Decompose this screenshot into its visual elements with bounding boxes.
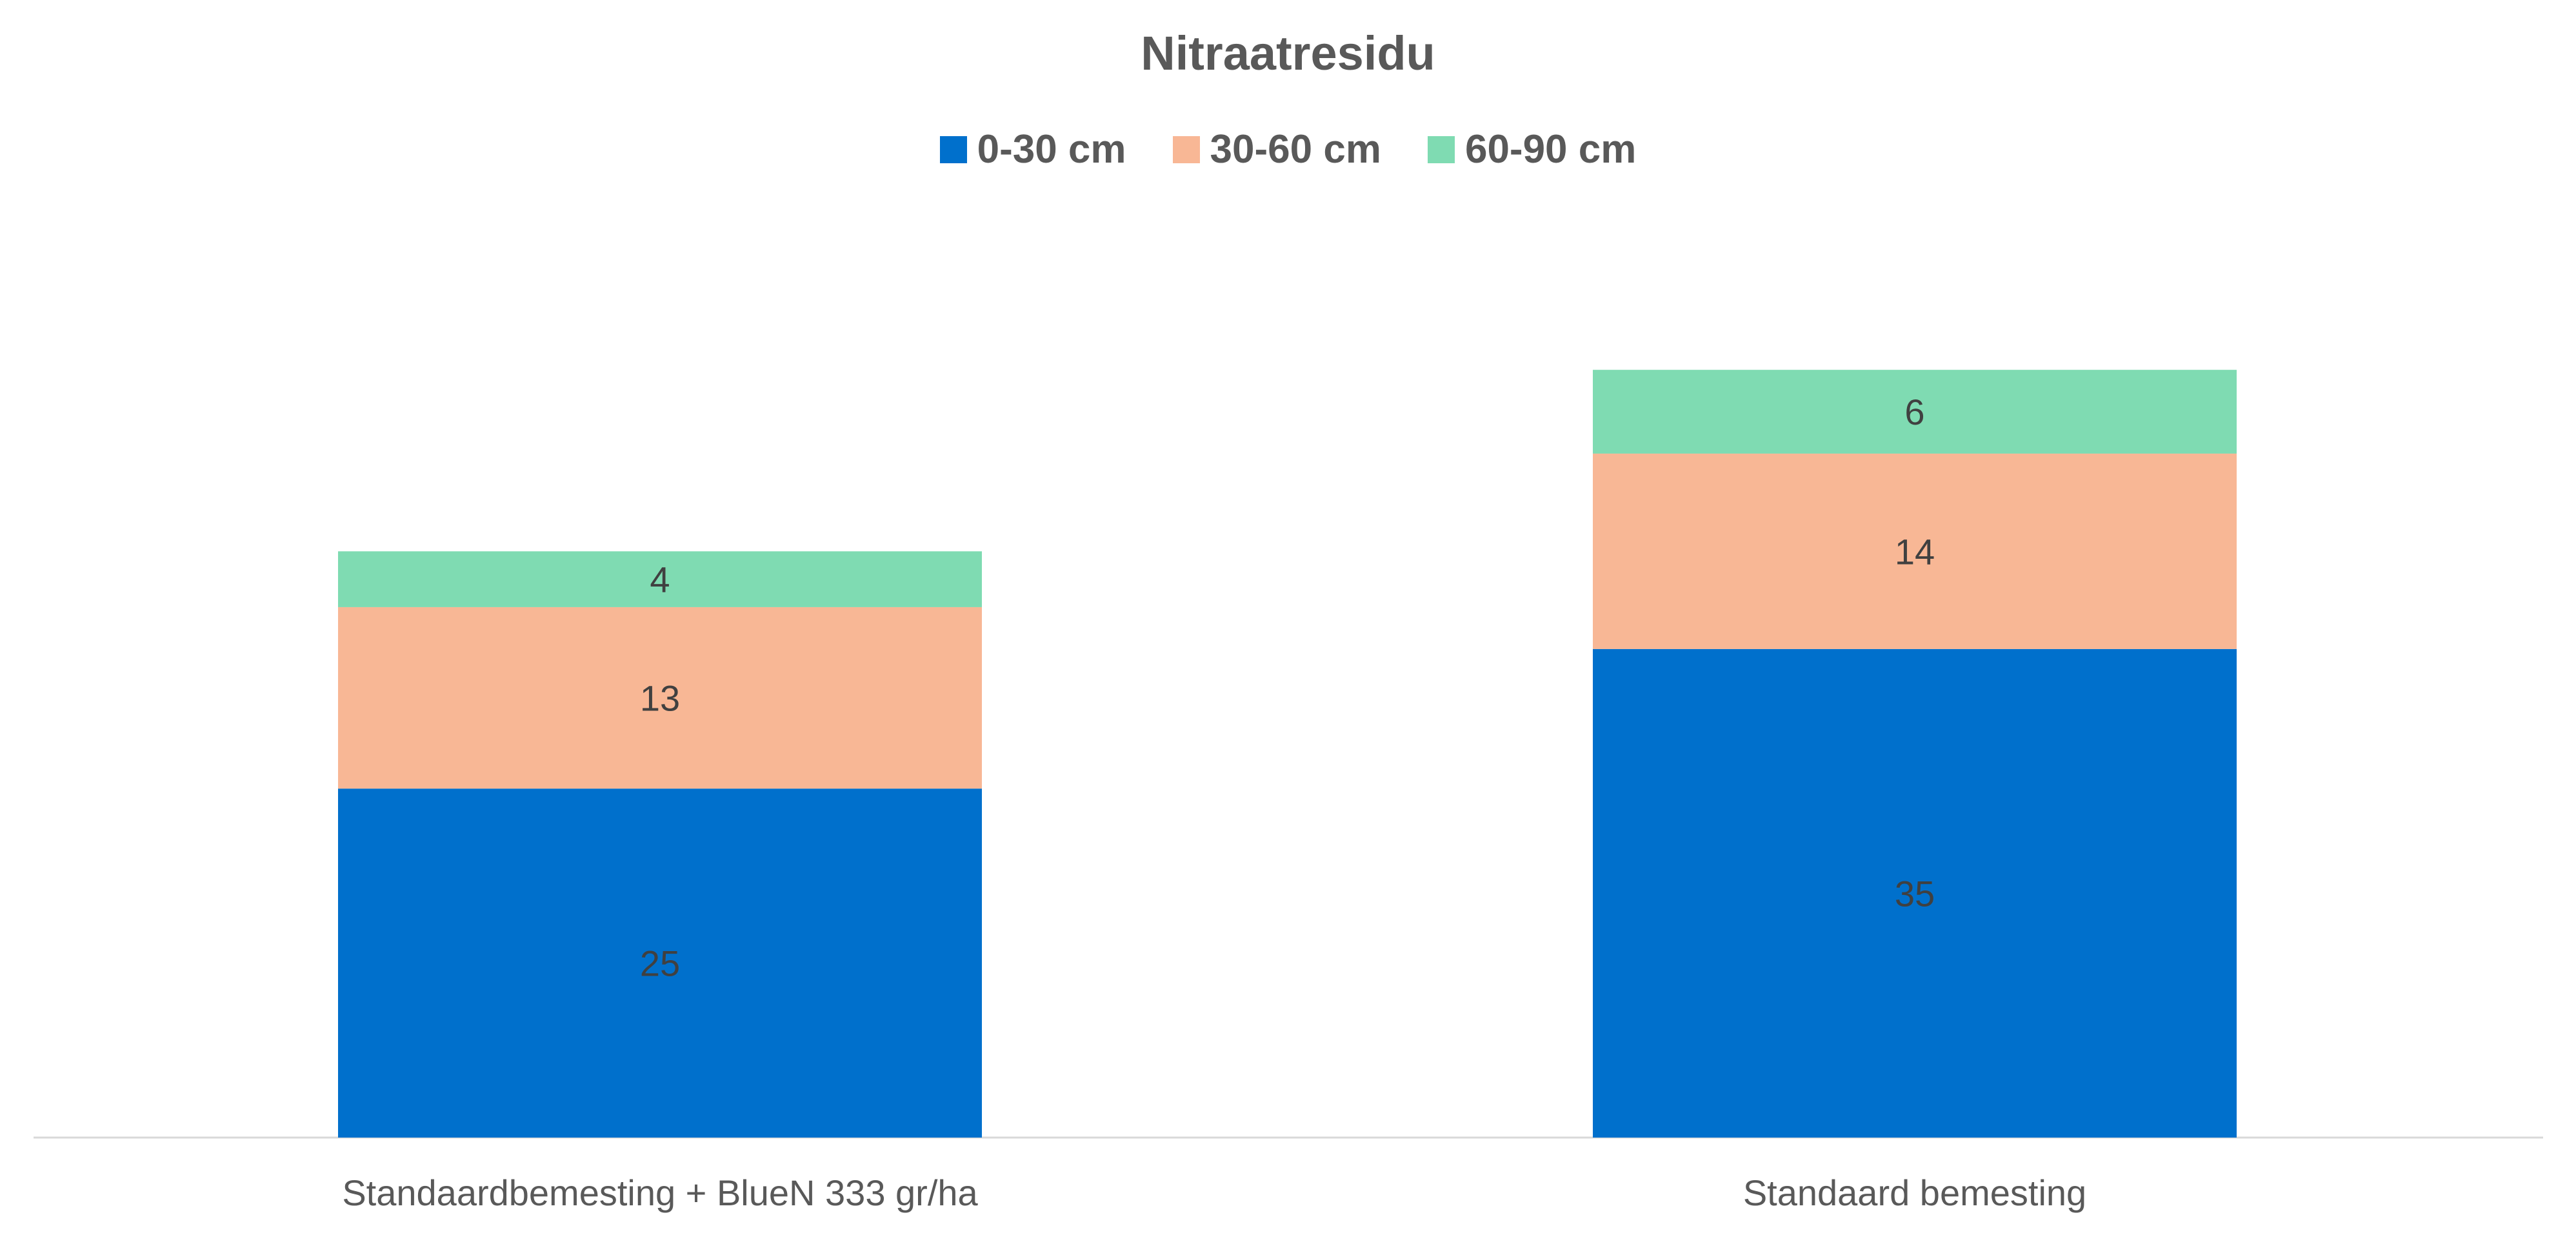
legend-label-0-30cm: 0-30 cm <box>977 127 1126 172</box>
bar-segment <box>1593 648 2237 1138</box>
legend-item-0-30cm: 0-30 cm <box>939 126 1126 172</box>
data-label: 14 <box>1895 531 1935 572</box>
bar-segment <box>338 788 982 1138</box>
data-label: 25 <box>640 943 680 984</box>
legend-swatch-60-90cm <box>1427 136 1455 163</box>
data-label: 4 <box>650 559 670 600</box>
legend-item-30-60cm: 30-60 cm <box>1172 126 1381 172</box>
bar-segment <box>338 551 982 607</box>
data-label: 6 <box>1904 392 1924 432</box>
legend-swatch-0-30cm <box>939 136 967 163</box>
x-tick-label: Standaardbemesting + BlueN 333 gr/ha <box>342 1172 978 1213</box>
legend-label-30-60cm: 30-60 cm <box>1210 127 1381 172</box>
data-label: 35 <box>1895 873 1935 914</box>
legend-item-60-90cm: 60-90 cm <box>1427 126 1637 172</box>
chart-title: Nitraatresidu <box>1141 26 1435 80</box>
data-label: 13 <box>640 678 680 719</box>
legend-label-60-90cm: 60-90 cm <box>1464 127 1637 172</box>
bar-segment <box>1593 453 2237 649</box>
bar-segment <box>338 607 982 789</box>
bar-segment <box>1593 370 2237 454</box>
x-tick-label: Standaard bemesting <box>1743 1172 2086 1213</box>
legend-swatch-30-60cm <box>1172 136 1200 163</box>
legend: 0-30 cm 30-60 cm 60-90 cm <box>0 126 2576 172</box>
